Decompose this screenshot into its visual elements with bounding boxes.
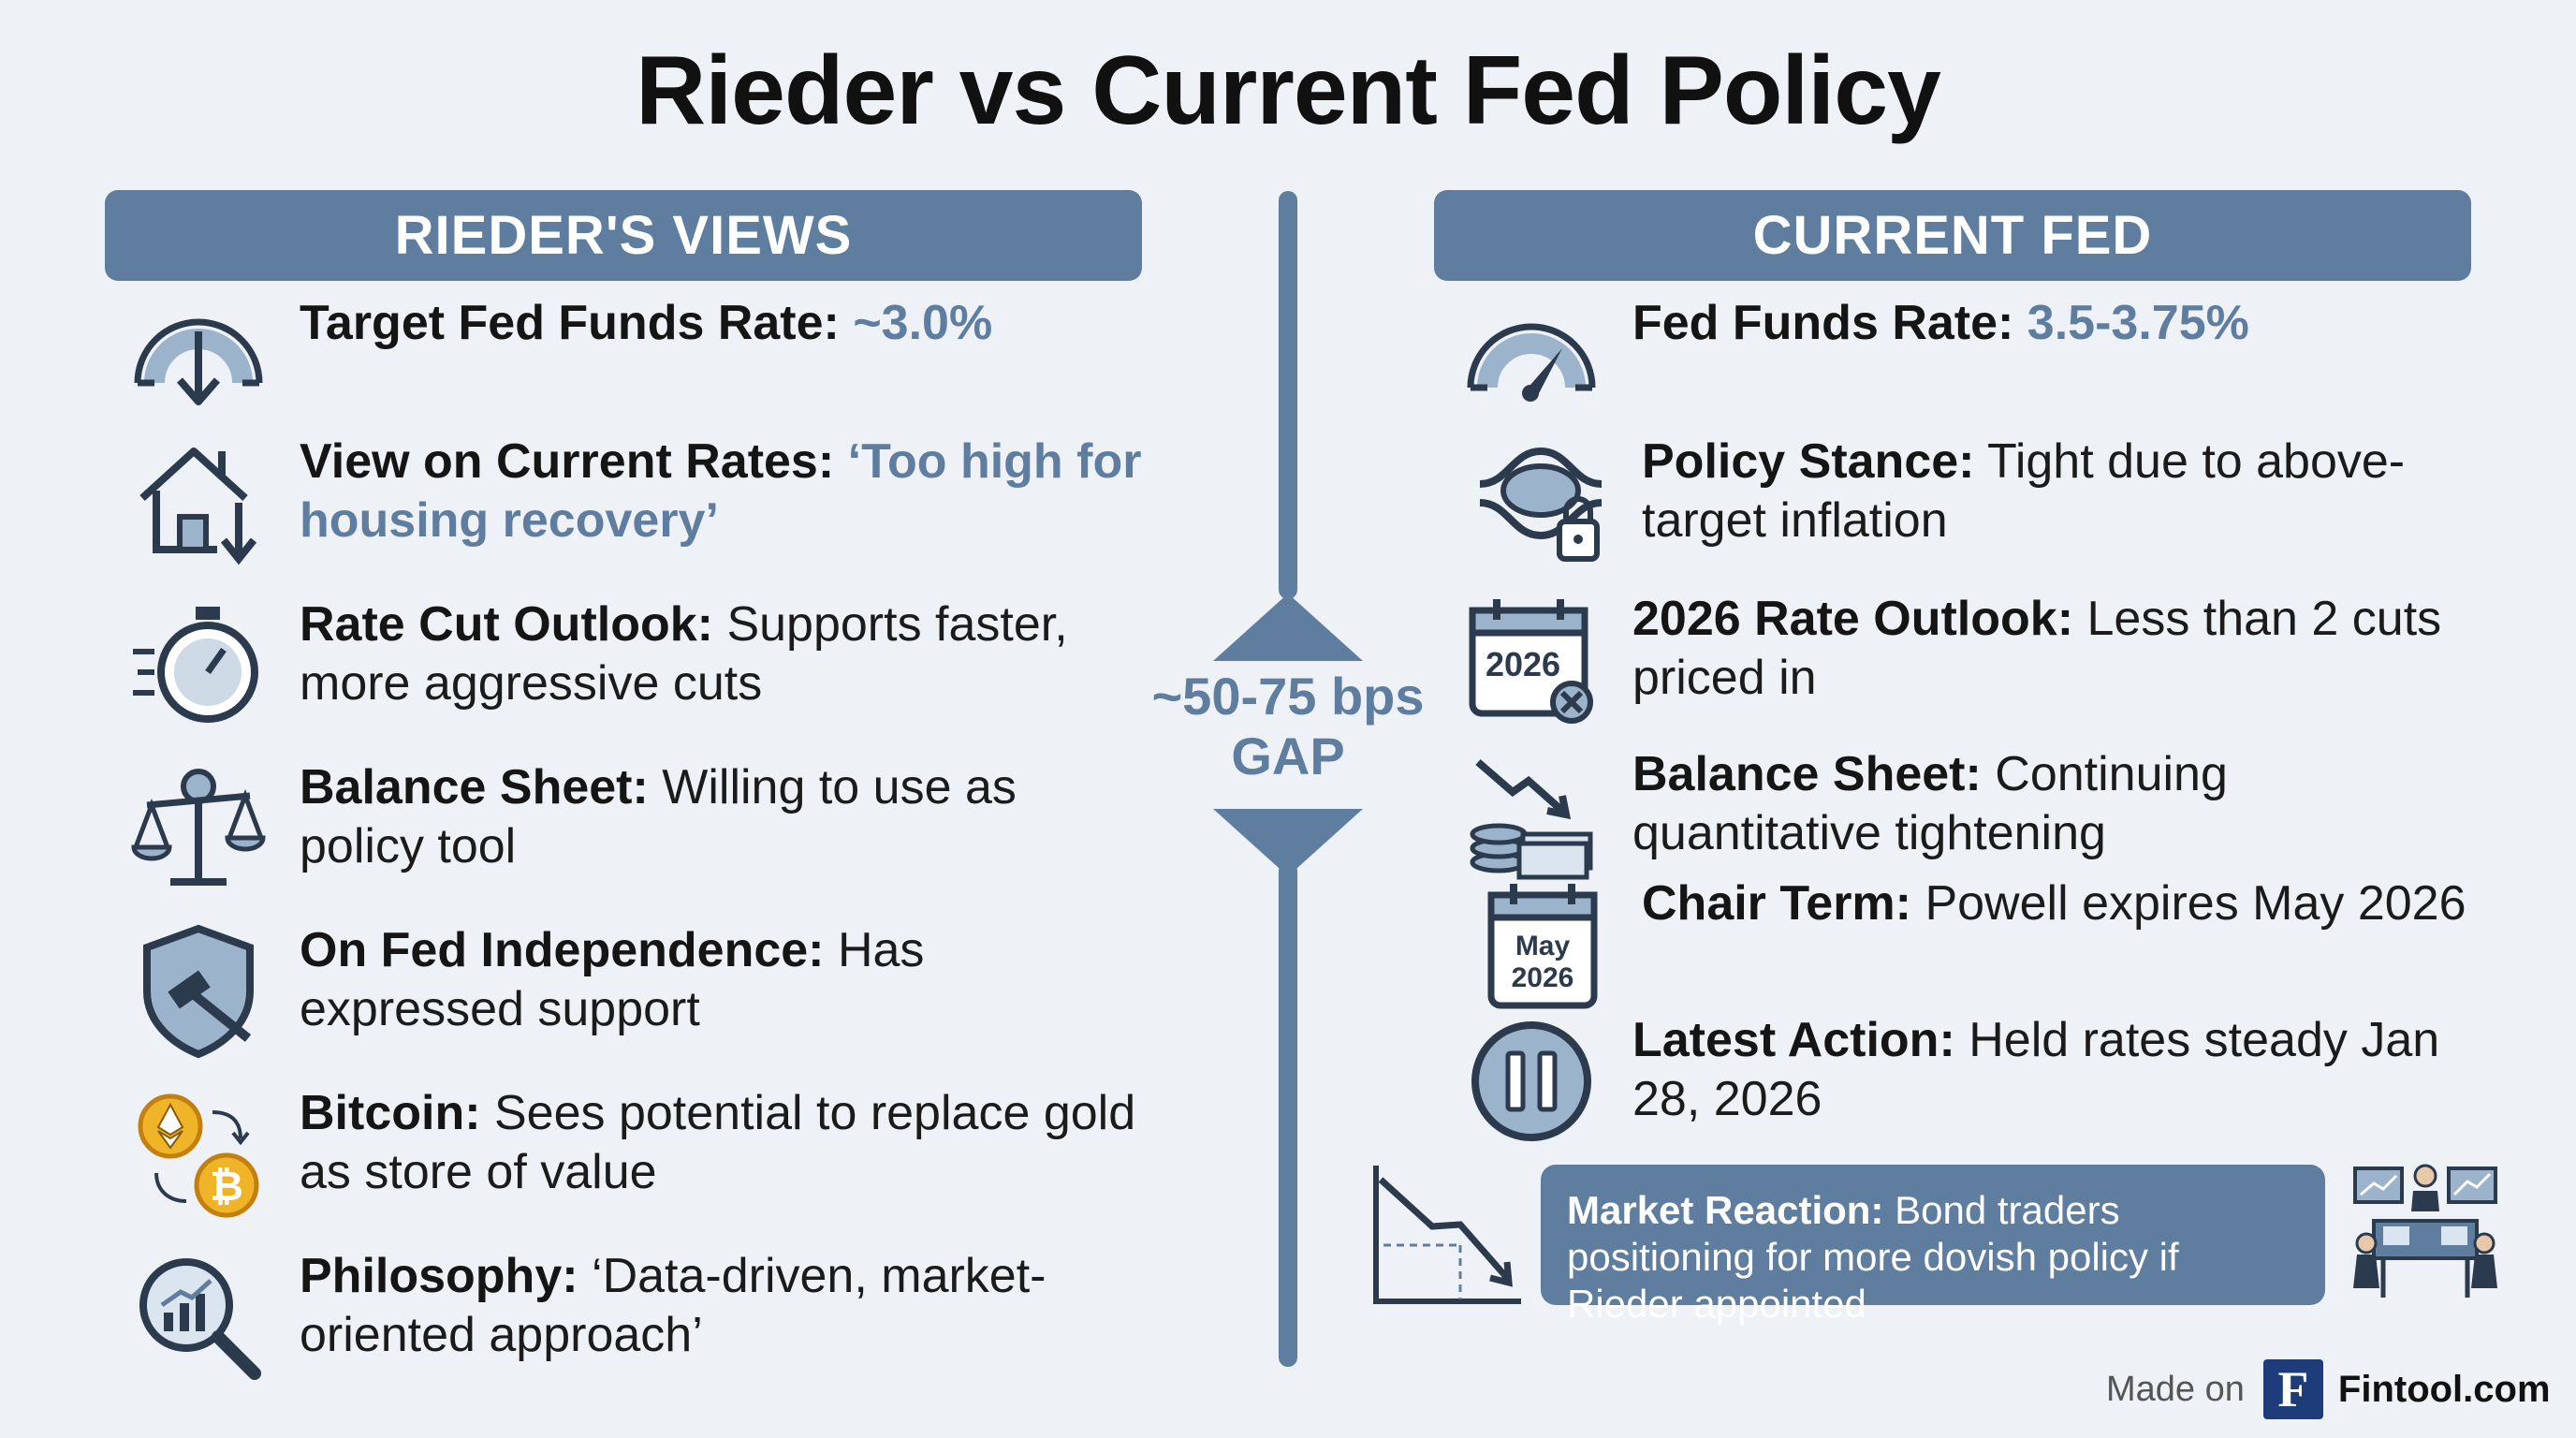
item-text: Has expressed support: [300, 923, 925, 1036]
left-item-balance-sheet: Balance Sheet: Willing to use as policy …: [124, 758, 1142, 899]
rieder-views-header: RIEDER'S VIEWS: [105, 190, 1142, 281]
gap-arrow-up-icon: [1213, 594, 1363, 661]
right-item-fed-funds: Fed Funds Rate: 3.5-3.75%: [1456, 294, 2475, 434]
gap-line-1: ~50-75 bps: [1151, 667, 1425, 726]
item-text: ‘Data-driven, market-oriented approach’: [300, 1249, 1046, 1362]
item-highlight: ‘Too high for housing recovery’: [300, 434, 1142, 548]
right-item-policy-stance: Policy Stance: Tight due to above-target…: [1466, 433, 2484, 573]
magnifier-chart-icon: [124, 1247, 273, 1387]
calendar-year: 2026: [1486, 645, 1560, 683]
market-text: Bond traders positioning for more dovish…: [1567, 1188, 2179, 1326]
item-label: Target Fed Funds Rate:: [300, 296, 840, 350]
house-down-icon: [124, 433, 273, 573]
money-stack-down-icon: [1456, 745, 1606, 886]
left-item-philosophy: Philosophy: ‘Data-driven, market-oriente…: [124, 1247, 1142, 1387]
item-label: Balance Sheet:: [300, 760, 649, 814]
left-item-target-rate: Target Fed Funds Rate: ~3.0%: [124, 294, 1142, 434]
item-label: Rate Cut Outlook:: [300, 597, 713, 652]
item-text: Powell expires May 2026: [1925, 876, 2466, 931]
gap-line-2: GAP: [1231, 726, 1345, 785]
market-label: Market Reaction:: [1567, 1188, 1884, 1232]
item-label: On Fed Independence:: [300, 923, 825, 977]
divider-top: [1279, 191, 1297, 599]
calendar-may-2026-icon: May 2026: [1466, 874, 1616, 1015]
market-reaction-box: Market Reaction: Bond traders positionin…: [1541, 1165, 2325, 1326]
left-item-bitcoin: ₿ Bitcoin: Sees potential to replace gol…: [124, 1084, 1142, 1225]
calendar-2026-icon: 2026: [1456, 590, 1606, 730]
right-item-chair-term: May 2026 Chair Term: Powell expires May …: [1466, 874, 2540, 1015]
made-on-label: Made on: [2106, 1369, 2245, 1409]
item-text: Held rates steady Jan 28, 2026: [1632, 1013, 2440, 1126]
crypto-coins-icon: ₿: [124, 1084, 273, 1225]
pause-icon: [1456, 1011, 1606, 1152]
gap-arrow-down-icon: [1213, 809, 1363, 876]
divider-bottom: [1279, 861, 1297, 1367]
traders-desk-icon: [2353, 1164, 2497, 1298]
item-label: Chair Term:: [1642, 876, 1911, 931]
current-fed-header: CURRENT FED: [1434, 190, 2471, 281]
fintool-brand-link[interactable]: Fintool.com: [2337, 1368, 2551, 1410]
svg-text:₿: ₿: [210, 1164, 243, 1210]
footer: Made on F Fintool.com: [2106, 1359, 2551, 1419]
gap-label: ~50-75 bps GAP: [1120, 667, 1456, 786]
speedometer-high-icon: [1456, 294, 1606, 434]
item-highlight: ~3.0%: [853, 296, 993, 350]
stopwatch-icon: [124, 595, 273, 736]
right-item-balance-sheet: Balance Sheet: Continuing quantitative t…: [1456, 745, 2475, 886]
item-text: Sees potential to replace gold as store …: [300, 1086, 1136, 1199]
item-text: Supports faster, more aggressive cuts: [300, 597, 1068, 711]
left-item-rate-cut: Rate Cut Outlook: Supports faster, more …: [124, 595, 1142, 736]
calendar-year: 2026: [1512, 962, 1574, 993]
item-label: Latest Action:: [1632, 1013, 1955, 1067]
declining-chart-icon: [1373, 1166, 1521, 1304]
item-text: Continuing quantitative tightening: [1632, 747, 2228, 860]
item-label: View on Current Rates:: [300, 434, 835, 489]
item-text: Tight due to above-target inflation: [1642, 434, 2406, 548]
right-item-latest-action: Latest Action: Held rates steady Jan 28,…: [1456, 1011, 2475, 1152]
item-label: Philosophy:: [300, 1249, 578, 1303]
item-highlight: 3.5-3.75%: [2027, 296, 2249, 350]
item-text: Less than 2 cuts priced in: [1632, 592, 2442, 705]
knot-lock-icon: [1466, 433, 1616, 573]
item-label: Bitcoin:: [300, 1086, 481, 1140]
item-label: Fed Funds Rate:: [1632, 296, 2014, 350]
item-label: Balance Sheet:: [1632, 747, 1982, 801]
left-item-fed-independence: On Fed Independence: Has expressed suppo…: [124, 921, 1142, 1062]
shield-gavel-icon: [124, 921, 273, 1062]
speedometer-down-icon: [124, 294, 273, 434]
item-label: 2026 Rate Outlook:: [1632, 592, 2074, 646]
right-item-2026-outlook: 2026 2026 Rate Outlook: Less than 2 cuts…: [1456, 590, 2475, 730]
page-title: Rieder vs Current Fed Policy: [636, 37, 1941, 145]
item-text: Willing to use as policy tool: [300, 760, 1017, 873]
fintool-logo-icon: F: [2262, 1359, 2323, 1419]
left-item-current-rates: View on Current Rates: ‘Too high for hou…: [124, 433, 1142, 573]
balance-scale-icon: [124, 758, 273, 899]
calendar-month: May: [1515, 931, 1571, 961]
item-label: Policy Stance:: [1642, 434, 1975, 489]
